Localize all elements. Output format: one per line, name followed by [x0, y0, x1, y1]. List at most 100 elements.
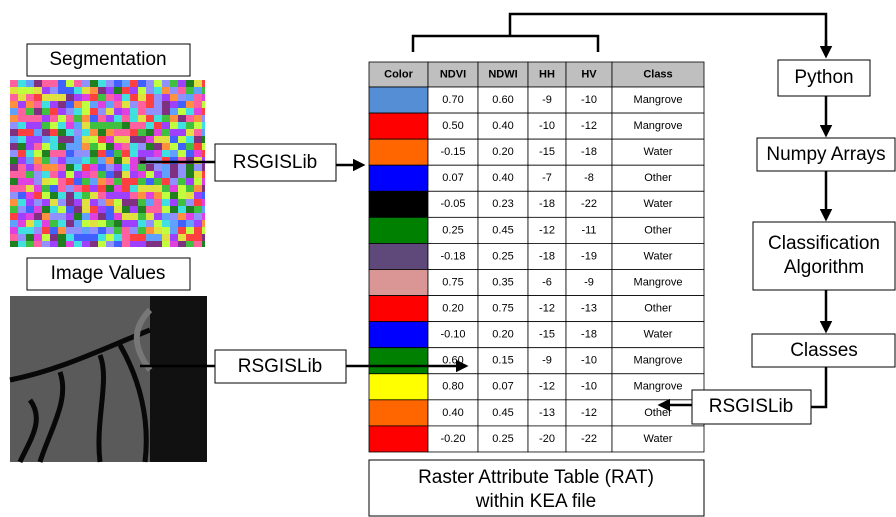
segment — [82, 178, 90, 185]
segment — [90, 234, 98, 241]
segment — [130, 241, 138, 247]
header-text: HV — [581, 68, 597, 80]
segment — [114, 143, 122, 150]
segment — [122, 136, 130, 143]
segment — [82, 143, 90, 150]
segment — [74, 227, 82, 234]
cell-text: 0.23 — [492, 198, 513, 210]
segment — [202, 164, 205, 171]
segment — [26, 227, 34, 234]
segment — [122, 164, 130, 171]
segment — [34, 206, 42, 213]
segment — [10, 150, 18, 157]
segment — [178, 150, 186, 157]
segment — [66, 129, 74, 136]
segment — [154, 115, 162, 122]
segment — [138, 129, 146, 136]
segment — [170, 101, 178, 108]
cell-text: 0.75 — [492, 303, 513, 315]
segment — [122, 178, 130, 185]
segment — [186, 241, 194, 247]
segment — [90, 87, 98, 94]
segment — [114, 241, 122, 247]
segment — [98, 101, 106, 108]
segment — [50, 164, 58, 171]
segment — [34, 164, 42, 171]
segment — [42, 157, 50, 164]
segment — [194, 192, 202, 199]
segment — [10, 185, 18, 192]
segment — [34, 157, 42, 164]
segment — [98, 199, 106, 206]
segment — [122, 115, 130, 122]
segment — [162, 101, 170, 108]
segment — [50, 185, 58, 192]
segment — [82, 234, 90, 241]
segment — [98, 213, 106, 220]
segment — [202, 101, 205, 108]
segment — [82, 185, 90, 192]
cell-text: -22 — [581, 198, 597, 210]
segment — [138, 150, 146, 157]
segment — [18, 136, 26, 143]
segment — [170, 185, 178, 192]
segment — [106, 185, 114, 192]
segment — [82, 220, 90, 227]
segment — [106, 171, 114, 178]
segment — [146, 94, 154, 101]
segment — [34, 220, 42, 227]
segment — [114, 129, 122, 136]
segment — [162, 213, 170, 220]
segment — [146, 213, 154, 220]
segment — [154, 94, 162, 101]
segment — [186, 136, 194, 143]
header-text: NDVI — [440, 68, 466, 80]
segment — [146, 150, 154, 157]
color-swatch — [369, 113, 428, 139]
segment — [178, 206, 186, 213]
header-text: Color — [384, 68, 413, 80]
segment — [162, 122, 170, 129]
segment — [146, 80, 154, 87]
segment — [162, 234, 170, 241]
segment — [202, 122, 205, 129]
segment — [146, 101, 154, 108]
label: Classification — [768, 233, 880, 254]
segment — [202, 129, 205, 136]
segment — [66, 185, 74, 192]
segment — [122, 220, 130, 227]
segment — [122, 241, 130, 247]
segment — [50, 171, 58, 178]
segment — [170, 80, 178, 87]
segment — [114, 136, 122, 143]
segment — [42, 80, 50, 87]
segment — [130, 220, 138, 227]
segment — [194, 227, 202, 234]
segment — [186, 206, 194, 213]
segment — [194, 115, 202, 122]
cell-text: 0.75 — [442, 276, 463, 288]
cell-text: 0.40 — [492, 172, 513, 184]
segment — [74, 122, 82, 129]
segment — [106, 101, 114, 108]
segment — [50, 199, 58, 206]
segment — [138, 143, 146, 150]
segment — [42, 164, 50, 171]
segment — [34, 178, 42, 185]
segment — [114, 94, 122, 101]
segment — [74, 241, 82, 247]
segment — [98, 220, 106, 227]
color-swatch — [369, 374, 428, 400]
segment — [98, 227, 106, 234]
cell-text: -11 — [581, 224, 596, 236]
segment — [154, 206, 162, 213]
segment — [170, 213, 178, 220]
cell-text: 0.20 — [492, 329, 513, 341]
color-swatch — [369, 217, 428, 243]
segment — [114, 115, 122, 122]
segment — [34, 87, 42, 94]
segment — [154, 192, 162, 199]
segment — [98, 164, 106, 171]
cell-text: -10 — [581, 381, 597, 393]
segment — [66, 136, 74, 143]
